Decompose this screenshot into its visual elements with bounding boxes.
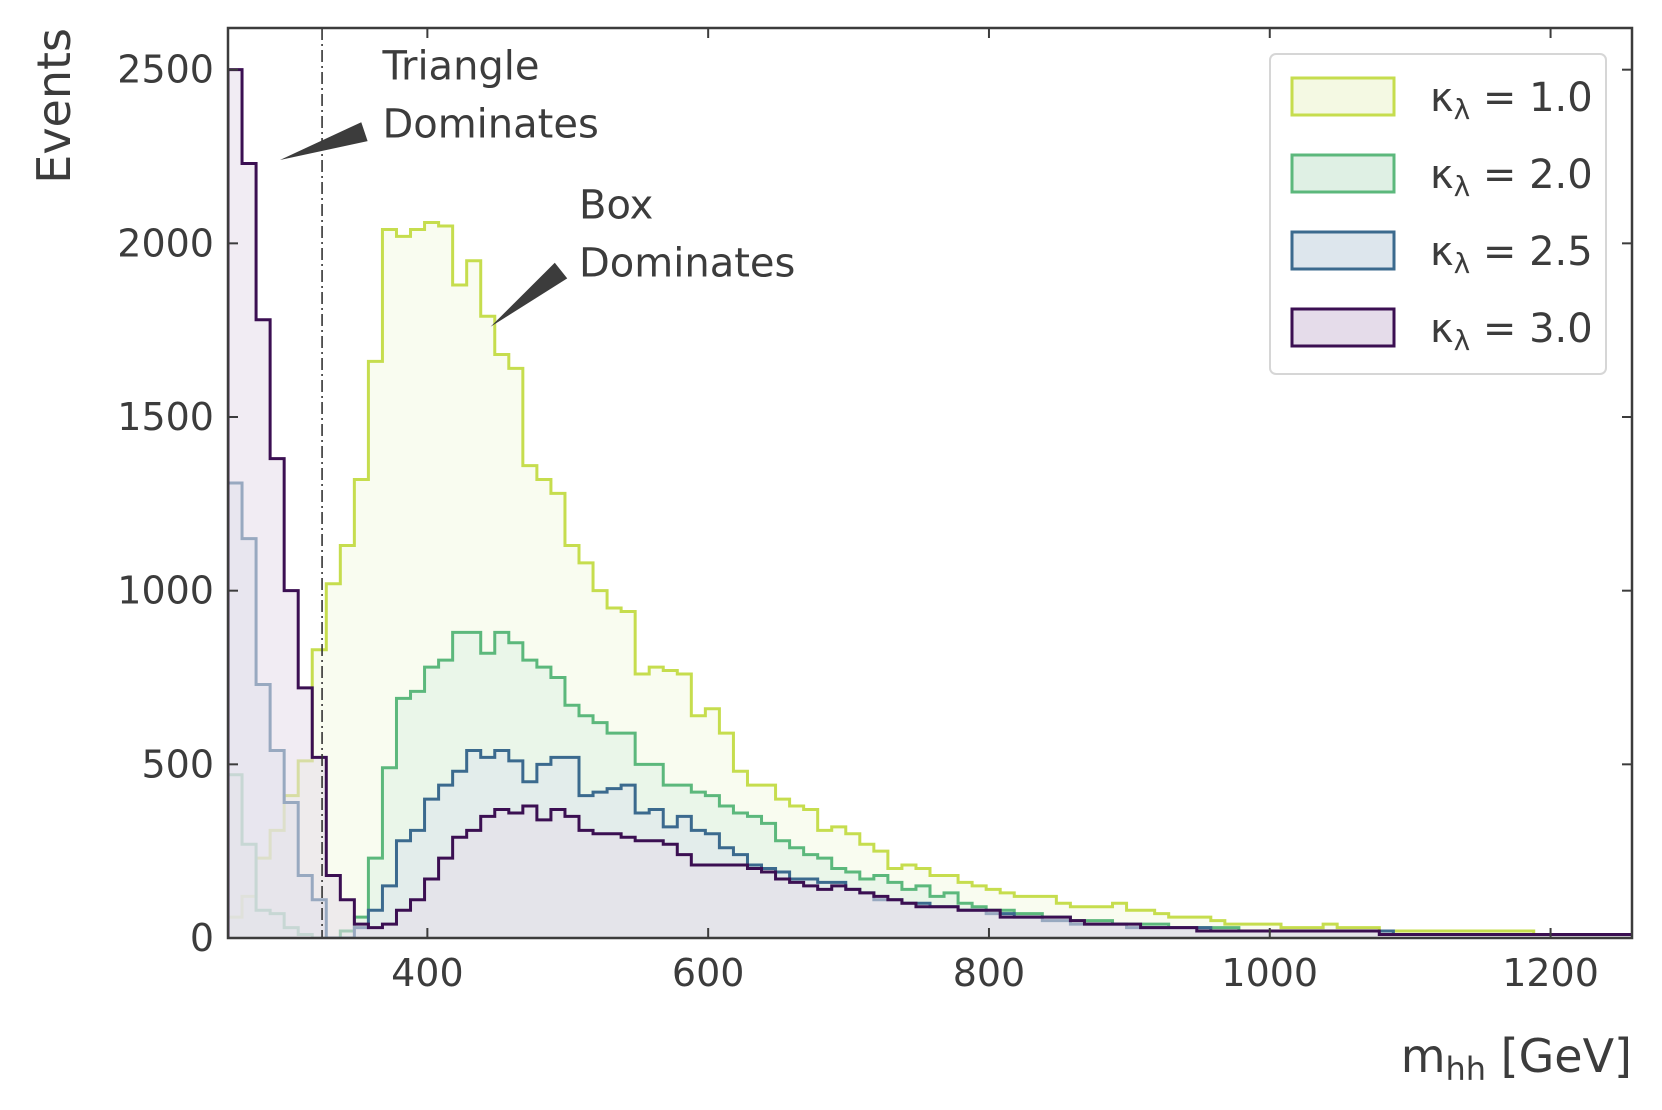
y-tick-label-5: 2500: [117, 48, 214, 92]
series-line-3: [228, 68, 1632, 938]
legend: κλ = 1.0 κλ = 2.0 κλ = 2.5 κλ = 3.0: [1269, 53, 1607, 375]
x-tick-label-0: 400: [391, 951, 464, 995]
x-tick-label-3: 1000: [1221, 951, 1318, 995]
axes-layer: 400 600 800 1000 1200 0 500 1000 1500 2000 2500 mhh…: [27, 26, 1634, 1088]
annotation-text-1-1: Dominates: [579, 241, 795, 287]
y-tick-label-4: 2000: [117, 221, 214, 265]
x-axis-label: mhh [GeV]: [1401, 1029, 1632, 1088]
y-tick-label-2: 1000: [117, 569, 214, 613]
x-tick-label-2: 800: [953, 951, 1026, 995]
annotation-arrow-1: [490, 262, 568, 327]
x-tick-label-1: 600: [672, 951, 745, 995]
y-tick-label-0: 0: [190, 916, 214, 960]
legend-box: [1269, 53, 1607, 375]
legend-label-0: κλ = 1.0: [1430, 75, 1593, 126]
overlay-layer: Triangle Dominates Box Dominates: [279, 28, 795, 938]
legend-swatch-1: [1290, 153, 1396, 194]
legend-swatch-0: [1290, 76, 1396, 117]
annotation-text-0-0: Triangle: [381, 44, 539, 90]
annotation-text-0-1: Dominates: [382, 102, 598, 148]
annotation-arrow-0: [279, 122, 368, 160]
legend-label-1: κλ = 2.0: [1430, 152, 1593, 203]
series-line-0: [228, 221, 1632, 938]
series-layer: [228, 68, 1632, 938]
annotation-text-1-0: Box: [579, 183, 653, 229]
y-tick-label-1: 500: [141, 742, 214, 786]
legend-label-2: κλ = 2.5: [1430, 229, 1593, 280]
legend-swatch-3: [1290, 307, 1396, 348]
y-axis-label: Events: [27, 28, 81, 184]
legend-swatch-2: [1290, 230, 1396, 271]
plot-frame: [226, 26, 1634, 940]
x-tick-label-4: 1200: [1502, 951, 1599, 995]
y-tick-label-3: 1500: [117, 395, 214, 439]
legend-label-3: κλ = 3.0: [1430, 306, 1593, 357]
